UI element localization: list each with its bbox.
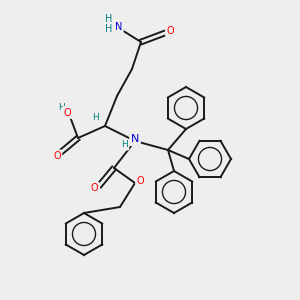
Text: O: O <box>53 151 61 161</box>
Text: O: O <box>167 26 174 36</box>
Text: H: H <box>92 113 99 122</box>
Text: O: O <box>91 183 98 194</box>
Text: H: H <box>105 23 112 34</box>
Text: N: N <box>115 22 122 32</box>
Text: O: O <box>136 176 144 187</box>
Text: O: O <box>64 107 71 118</box>
Text: H: H <box>58 103 65 112</box>
Text: N: N <box>131 134 139 145</box>
Text: H: H <box>121 140 128 149</box>
Text: H: H <box>105 14 112 25</box>
